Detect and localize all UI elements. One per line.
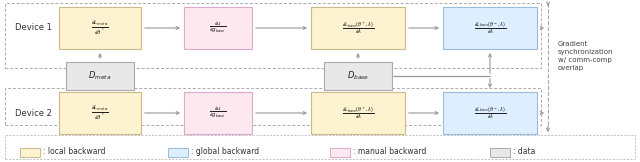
Text: $D_{meta}$: $D_{meta}$: [88, 70, 111, 82]
Text: : global backward: : global backward: [191, 147, 259, 156]
Text: : data: : data: [513, 147, 536, 156]
Bar: [5, 3, 541, 68]
Text: $\frac{\partial L_{meta}}{\partial \theta^*}$: $\frac{\partial L_{meta}}{\partial \thet…: [91, 104, 109, 122]
Text: $D_{base}$: $D_{base}$: [347, 70, 369, 82]
Bar: [66, 62, 134, 90]
Bar: [168, 147, 188, 156]
Text: $\frac{\partial L_{base}(\theta^-,\lambda)}{\partial \lambda}$: $\frac{\partial L_{base}(\theta^-,\lambd…: [474, 20, 506, 36]
Bar: [324, 62, 392, 90]
Bar: [443, 7, 537, 49]
Bar: [443, 92, 537, 134]
Bar: [59, 7, 141, 49]
Text: Device 1: Device 1: [15, 23, 52, 33]
Text: Gradient
synchronization
w/ comm-comp
overlap: Gradient synchronization w/ comm-comp ov…: [558, 41, 614, 71]
Text: $\frac{\partial L_{meta}}{\partial \theta^*}$: $\frac{\partial L_{meta}}{\partial \thet…: [91, 19, 109, 37]
Bar: [490, 147, 510, 156]
Bar: [330, 147, 350, 156]
Bar: [5, 88, 541, 125]
Bar: [59, 92, 141, 134]
Text: $\frac{\partial L_{base}(\theta^+,\lambda)}{\partial \lambda}$: $\frac{\partial L_{base}(\theta^+,\lambd…: [342, 20, 374, 36]
Text: $\frac{\partial L_{base}(\theta^+,\lambda)}{\partial \lambda}$: $\frac{\partial L_{base}(\theta^+,\lambd…: [342, 105, 374, 121]
Text: : local backward: : local backward: [43, 147, 106, 156]
Bar: [184, 92, 252, 134]
Bar: [5, 135, 635, 159]
Bar: [20, 147, 40, 156]
Text: $\frac{\partial L_{base}(\theta^-,\lambda)}{\partial \lambda}$: $\frac{\partial L_{base}(\theta^-,\lambd…: [474, 105, 506, 121]
Bar: [311, 7, 405, 49]
Text: $\frac{\partial u}{\partial g_{base}}$: $\frac{\partial u}{\partial g_{base}}$: [209, 106, 227, 120]
Bar: [184, 7, 252, 49]
Bar: [311, 92, 405, 134]
Text: $\frac{\partial u}{\partial g_{base}}$: $\frac{\partial u}{\partial g_{base}}$: [209, 21, 227, 35]
Text: : manual backward: : manual backward: [353, 147, 426, 156]
Text: Device 2: Device 2: [15, 109, 52, 117]
